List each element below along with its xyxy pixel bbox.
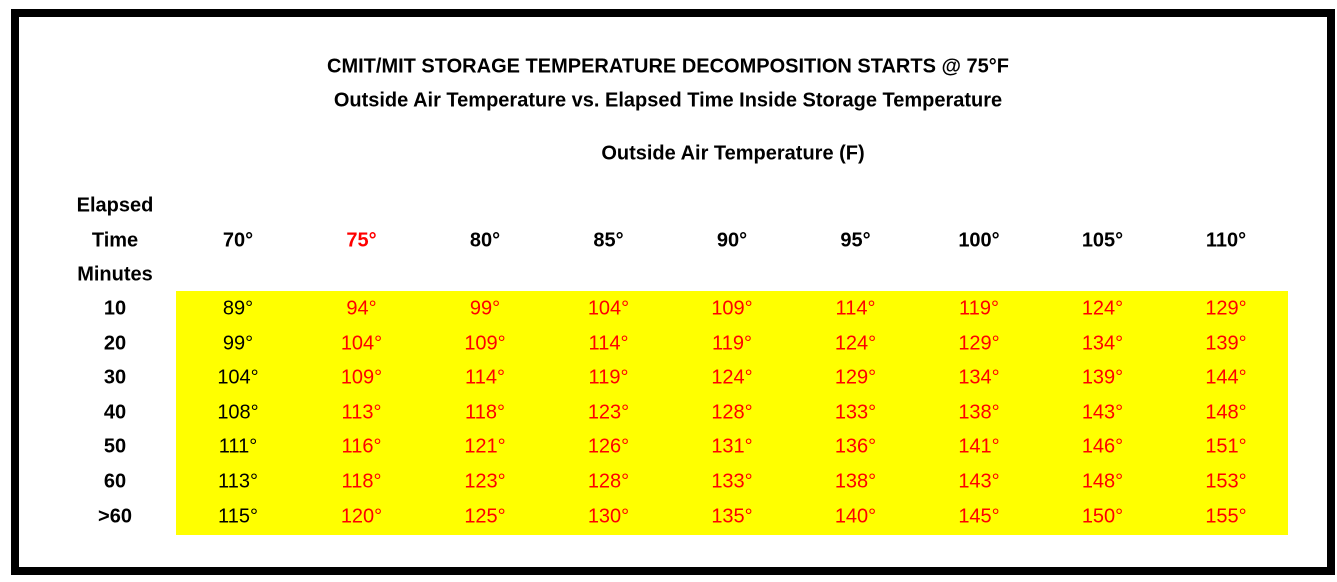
table-cell: 104° [587, 297, 630, 320]
table-cell: 109° [711, 297, 753, 320]
table-cell: 155° [1205, 505, 1247, 528]
table-cell: 129° [1205, 297, 1247, 320]
table-cell: 89° [222, 297, 254, 320]
chart-subtitle: Outside Air Temperature vs. Elapsed Time… [333, 89, 1003, 112]
table-cell: 113° [218, 470, 258, 493]
row-label: 60 [103, 470, 127, 493]
table-cell: 125° [464, 505, 506, 528]
column-header: 110° [1205, 229, 1247, 252]
table-cell: 139° [1205, 332, 1247, 355]
row-header-line: Minutes [77, 263, 153, 286]
table-cell: 118° [341, 470, 382, 493]
table-cell: 123° [464, 470, 506, 493]
table-cell: 133° [711, 470, 753, 493]
table-cell: 126° [587, 435, 630, 458]
column-header: 85° [593, 229, 624, 252]
table-cell: 136° [834, 435, 877, 458]
table-cell: 138° [834, 470, 877, 493]
table-cell: 150° [1081, 505, 1124, 528]
table-cell: 114° [588, 332, 629, 355]
table-cell: 143° [1081, 401, 1124, 424]
column-group-label: Outside Air Temperature (F) [601, 142, 865, 165]
row-label: 30 [103, 366, 127, 389]
row-header-line: Time [91, 229, 139, 252]
row-label: 50 [103, 435, 127, 458]
table-cell: 145° [958, 505, 1000, 528]
table-cell: 138° [958, 401, 1000, 424]
table-cell: 148° [1081, 470, 1124, 493]
chart-title: CMIT/MIT STORAGE TEMPERATURE DECOMPOSITI… [327, 55, 1009, 78]
column-header: 105° [1081, 229, 1124, 252]
table-cell: 104° [217, 366, 259, 389]
column-header: 100° [958, 229, 1000, 252]
table-cell: 99° [222, 332, 254, 355]
table-cell: 124° [711, 366, 753, 389]
row-label: >60 [98, 505, 132, 528]
column-header: 90° [716, 229, 748, 252]
table-cell: 115° [218, 505, 258, 528]
table-cell: 116° [341, 435, 382, 458]
highlight-region [176, 291, 1288, 535]
table-cell: 130° [587, 505, 630, 528]
table-cell: 144° [1205, 366, 1247, 389]
column-header: 80° [469, 229, 501, 252]
table-cell: 129° [958, 332, 1000, 355]
table-cell: 119° [712, 332, 752, 355]
table-cell: 109° [340, 366, 383, 389]
table-cell: 109° [464, 332, 506, 355]
table-cell: 131° [711, 435, 753, 458]
table-cell: 135° [711, 505, 753, 528]
table-cell: 148° [1205, 401, 1247, 424]
table-cell: 139° [1081, 366, 1124, 389]
table-cell: 151° [1205, 435, 1247, 458]
table-cell: 133° [834, 401, 877, 424]
table-cell: 114° [465, 366, 505, 389]
table-cell: 134° [958, 366, 1000, 389]
table-cell: 111° [218, 435, 258, 458]
table-cell: 153° [1205, 470, 1247, 493]
table-cell: 146° [1081, 435, 1124, 458]
table-cell: 119° [588, 366, 629, 389]
table-cell: 128° [587, 470, 630, 493]
table-cell: 113° [341, 401, 382, 424]
table-cell: 119° [959, 297, 999, 320]
row-label: 10 [103, 297, 127, 320]
table-cell: 121° [464, 435, 506, 458]
column-header: 75° [346, 229, 377, 252]
table-cell: 134° [1081, 332, 1124, 355]
row-label: 40 [103, 401, 127, 424]
column-header: 95° [840, 229, 871, 252]
table-cell: 141° [958, 435, 1000, 458]
table-cell: 108° [217, 401, 259, 424]
table-cell: 99° [469, 297, 501, 320]
table-cell: 124° [1081, 297, 1124, 320]
table-cell: 124° [834, 332, 877, 355]
table-cell: 128° [711, 401, 753, 424]
table-cell: 140° [834, 505, 877, 528]
row-header-line: Elapsed [76, 194, 154, 217]
table-cell: 94° [346, 297, 377, 320]
table-cell: 118° [465, 401, 505, 424]
table-cell: 123° [587, 401, 630, 424]
table-cell: 104° [340, 332, 383, 355]
row-label: 20 [103, 332, 127, 355]
table-cell: 129° [834, 366, 877, 389]
table-cell: 114° [835, 297, 876, 320]
table-cell: 120° [340, 505, 383, 528]
table-cell: 143° [958, 470, 1000, 493]
column-header: 70° [222, 229, 254, 252]
